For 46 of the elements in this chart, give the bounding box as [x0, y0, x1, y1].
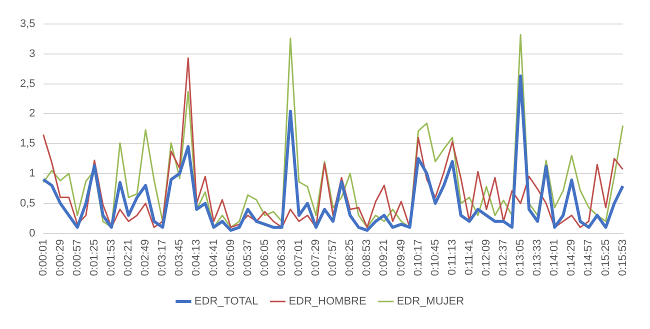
x-tick-label: 0:15:25	[600, 239, 612, 276]
x-tick-label: 0:10:45	[429, 239, 442, 276]
x-tick-label: 0:10:17	[412, 239, 424, 276]
y-tick-label: 3,5	[20, 18, 36, 30]
x-tick-label: 0:09:49	[395, 239, 408, 276]
y-tick-label: 1,5	[20, 138, 36, 150]
x-tick-label: 0:08:53	[361, 239, 374, 276]
x-tick-label: 0:09:21	[378, 239, 390, 276]
x-tick-label: 0:00:01	[37, 239, 50, 276]
legend-label: EDR_TOTAL	[194, 296, 258, 308]
y-tick-label: 1	[29, 168, 36, 180]
x-tick-label: 0:05:09	[224, 239, 237, 276]
y-tick-label: 3	[29, 48, 36, 60]
y-tick-label: 0,5	[20, 197, 36, 210]
y-tick-label: 0	[29, 227, 36, 240]
x-tick-label: 0:14:57	[582, 239, 595, 276]
x-tick-label: 0:13:33	[532, 239, 544, 276]
y-tick-label: 2	[29, 108, 36, 120]
x-tick-label: 0:02:49	[140, 239, 152, 276]
x-tick-label: 0:02:21	[122, 239, 135, 276]
x-tick-label: 0:03:17	[156, 239, 169, 276]
x-tick-label: 0:14:29	[566, 239, 578, 276]
x-tick-label: 0:07:01	[292, 239, 305, 276]
x-tick-label: 0:03:45	[174, 239, 186, 276]
x-tick-label: 0:00:29	[54, 239, 66, 276]
x-tick-label: 0:04:13	[190, 239, 203, 276]
x-tick-label: 0:07:57	[327, 239, 340, 276]
x-tick-label: 0:13:05	[514, 239, 527, 276]
x-tick-label: 0:00:57	[71, 239, 84, 276]
x-tick-label: 0:11:13	[446, 239, 458, 276]
x-tick-label: 0:14:01	[548, 239, 561, 276]
x-tick-label: 0:11:41	[463, 239, 476, 276]
x-tick-label: 0:15:53	[616, 239, 629, 276]
x-tick-label: 0:05:37	[242, 239, 254, 276]
legend-label: EDR_MUJER	[396, 296, 464, 308]
y-tick-label: 2,5	[20, 78, 36, 90]
x-tick-label: 0:08:25	[344, 239, 356, 276]
legend-label: EDR_HOMBRE	[288, 296, 366, 308]
x-tick-label: 0:12:37	[498, 239, 510, 276]
x-tick-label: 0:12:09	[480, 239, 492, 276]
x-tick-label: 0:01:25	[88, 239, 100, 276]
x-tick-label: 0:06:05	[258, 239, 271, 276]
x-tick-label: 0:01:53	[106, 239, 118, 276]
x-tick-label: 0:06:33	[276, 239, 288, 276]
x-tick-label: 0:07:29	[310, 239, 322, 276]
x-tick-label: 0:04:41	[208, 239, 220, 276]
